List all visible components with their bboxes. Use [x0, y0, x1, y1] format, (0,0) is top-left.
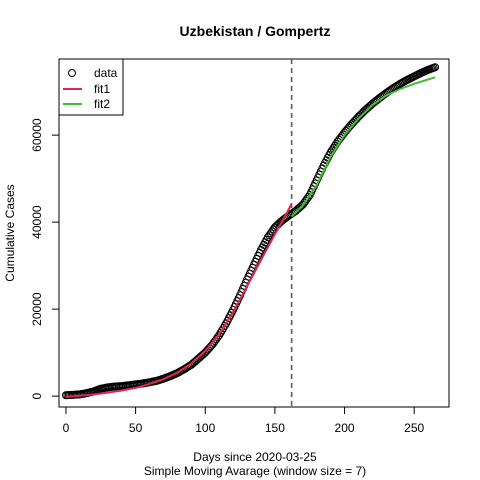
data-point — [216, 328, 225, 337]
y-axis: 0 20000 40000 60000 — [30, 118, 60, 399]
legend: data fit1 fit2 — [58, 58, 124, 116]
x-axis-label: Days since 2020-03-25 — [193, 450, 317, 464]
data-point — [213, 333, 222, 342]
data-point — [431, 63, 440, 72]
x-tick-label: 100 — [195, 421, 215, 435]
x-tick-label: 0 — [63, 421, 70, 435]
data-point — [266, 229, 275, 238]
x-tick-label: 150 — [265, 421, 285, 435]
data-point — [217, 326, 226, 335]
x-tick-label: 250 — [404, 421, 424, 435]
data-point — [215, 331, 224, 340]
chart-title: Uzbekistan / Gompertz — [180, 23, 331, 39]
y-tick-label: 20000 — [30, 292, 44, 326]
data-point — [199, 349, 208, 358]
data-point — [265, 231, 274, 240]
data-point — [353, 114, 362, 123]
x-axis-sublabel: Simple Moving Avarage (window size = 7) — [144, 464, 366, 478]
x-axis: 0 50 100 150 200 250 — [63, 406, 425, 435]
data-point — [219, 324, 228, 333]
legend-fit1-label: fit1 — [94, 82, 110, 96]
data-point — [263, 233, 272, 242]
data-point — [357, 110, 366, 119]
data-series-points — [61, 63, 440, 400]
y-tick-label: 40000 — [30, 205, 44, 239]
data-point — [358, 108, 367, 117]
legend-fit2-label: fit2 — [94, 97, 110, 111]
y-axis-label: Cumulative Cases — [3, 184, 17, 281]
data-point — [354, 112, 363, 121]
x-tick-label: 200 — [335, 421, 355, 435]
data-point — [295, 203, 304, 212]
legend-data-label: data — [94, 66, 118, 80]
y-tick-label: 60000 — [30, 118, 44, 152]
y-tick-label: 0 — [30, 392, 44, 399]
data-point — [355, 111, 364, 120]
legend-data-symbol — [68, 69, 76, 77]
fit2-line — [290, 76, 436, 218]
fit1-line — [65, 203, 293, 398]
x-tick-label: 50 — [129, 421, 143, 435]
data-point — [198, 351, 207, 360]
legend-box — [58, 58, 124, 116]
data-point — [304, 193, 313, 202]
